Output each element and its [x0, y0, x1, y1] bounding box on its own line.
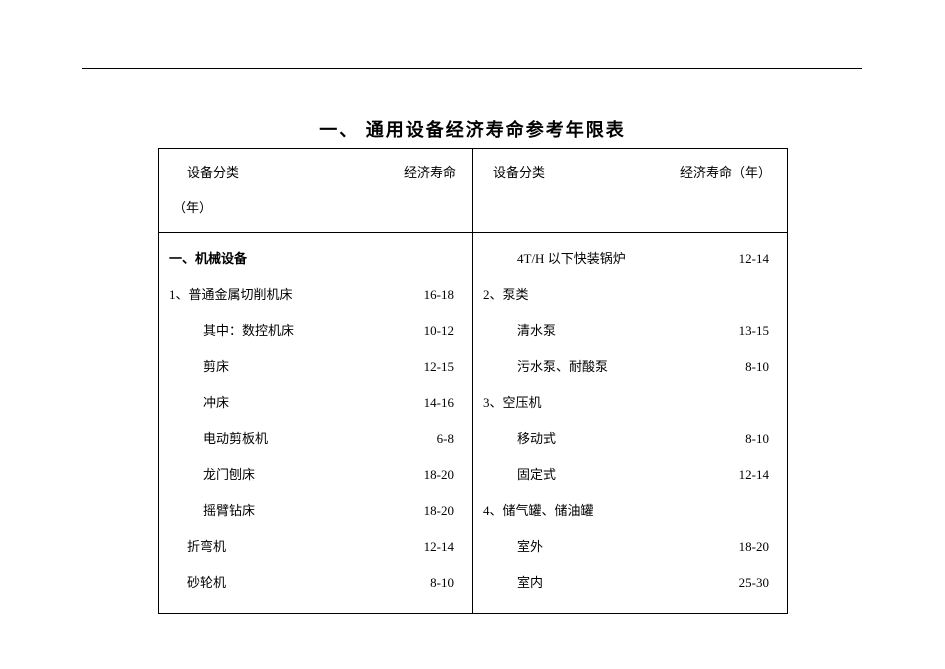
- row-label: 摇臂钻床: [169, 493, 255, 529]
- row-value: 12-14: [739, 241, 773, 277]
- row-label: 室内: [483, 565, 543, 601]
- row-label: 污水泵、耐酸泵: [483, 349, 608, 385]
- header-unit-left: （年）: [173, 194, 458, 223]
- row-value: 6-8: [437, 421, 458, 457]
- row-value: 8-10: [430, 565, 458, 601]
- row-label: 室外: [483, 529, 543, 565]
- row-value: 18-20: [739, 529, 773, 565]
- table-row: 1、普通金属切削机床 16-18: [169, 277, 458, 313]
- row-label: 砂轮机: [169, 565, 226, 601]
- table-row: 室内 25-30: [483, 565, 773, 601]
- table-row: 移动式 8-10: [483, 421, 773, 457]
- table-row: 砂轮机 8-10: [169, 565, 458, 601]
- row-value: 12-14: [739, 457, 773, 493]
- page-title: 一、 通用设备经济寿命参考年限表: [0, 116, 945, 142]
- row-label: 冲床: [169, 385, 229, 421]
- row-value: 25-30: [739, 565, 773, 601]
- row-label: 其中：数控机床: [169, 313, 294, 349]
- header-category-right: 设备分类: [493, 159, 545, 188]
- table-header-row: 设备分类 经济寿命 （年） 设备分类 经济寿命（年）: [159, 149, 787, 233]
- table-row: 4T/H 以下快装锅炉 12-14: [483, 241, 773, 277]
- row-value: 14-16: [424, 385, 458, 421]
- row-label: 4、储气罐、储油罐: [483, 493, 594, 529]
- row-label: 移动式: [483, 421, 556, 457]
- table-row: 固定式 12-14: [483, 457, 773, 493]
- table-header-right: 设备分类 经济寿命（年）: [473, 149, 787, 232]
- row-value: 13-15: [739, 313, 773, 349]
- header-life-right: 经济寿命（年）: [680, 159, 771, 188]
- table-row: 清水泵 13-15: [483, 313, 773, 349]
- row-label: 1、普通金属切削机床: [169, 277, 293, 313]
- table-row: 剪床 12-15: [169, 349, 458, 385]
- row-label: 4T/H 以下快装锅炉: [483, 241, 626, 277]
- table-row: 折弯机 12-14: [169, 529, 458, 565]
- table-body-right-column: 4T/H 以下快装锅炉 12-14 2、泵类 清水泵 13-15 污水泵、耐酸泵…: [473, 233, 787, 613]
- row-label: 一、机械设备: [169, 241, 247, 277]
- row-label: 电动剪板机: [169, 421, 268, 457]
- row-value: 12-15: [424, 349, 458, 385]
- table-row: 冲床 14-16: [169, 385, 458, 421]
- header-category-left: 设备分类: [187, 159, 239, 188]
- table-row: 3、空压机: [483, 385, 773, 421]
- table-row: 室外 18-20: [483, 529, 773, 565]
- horizontal-rule: [82, 68, 862, 69]
- row-value: 16-18: [424, 277, 458, 313]
- table-row: 4、储气罐、储油罐: [483, 493, 773, 529]
- table-row: 电动剪板机 6-8: [169, 421, 458, 457]
- table-row: 2、泵类: [483, 277, 773, 313]
- row-label: 固定式: [483, 457, 556, 493]
- table-body-left-column: 一、机械设备 1、普通金属切削机床 16-18 其中：数控机床 10-12 剪床…: [159, 233, 473, 613]
- row-value: 18-20: [424, 457, 458, 493]
- row-value: 8-10: [745, 349, 773, 385]
- row-label: 折弯机: [169, 529, 226, 565]
- row-label: 2、泵类: [483, 277, 529, 313]
- row-label: 龙门刨床: [169, 457, 255, 493]
- row-label: 剪床: [169, 349, 229, 385]
- table-row: 污水泵、耐酸泵 8-10: [483, 349, 773, 385]
- row-label: 3、空压机: [483, 385, 542, 421]
- row-value: 18-20: [424, 493, 458, 529]
- row-value: 8-10: [745, 421, 773, 457]
- row-value: 12-14: [424, 529, 458, 565]
- header-life-left: 经济寿命: [404, 159, 456, 188]
- table-row: 一、机械设备: [169, 241, 458, 277]
- table-header-left: 设备分类 经济寿命 （年）: [159, 149, 473, 232]
- equipment-life-table: 设备分类 经济寿命 （年） 设备分类 经济寿命（年） 一、机械设备 1、普通金属…: [158, 148, 788, 614]
- row-label: 清水泵: [483, 313, 556, 349]
- table-body-row: 一、机械设备 1、普通金属切削机床 16-18 其中：数控机床 10-12 剪床…: [159, 233, 787, 613]
- table-row: 摇臂钻床 18-20: [169, 493, 458, 529]
- row-value: 10-12: [424, 313, 458, 349]
- table-row: 其中：数控机床 10-12: [169, 313, 458, 349]
- table-row: 龙门刨床 18-20: [169, 457, 458, 493]
